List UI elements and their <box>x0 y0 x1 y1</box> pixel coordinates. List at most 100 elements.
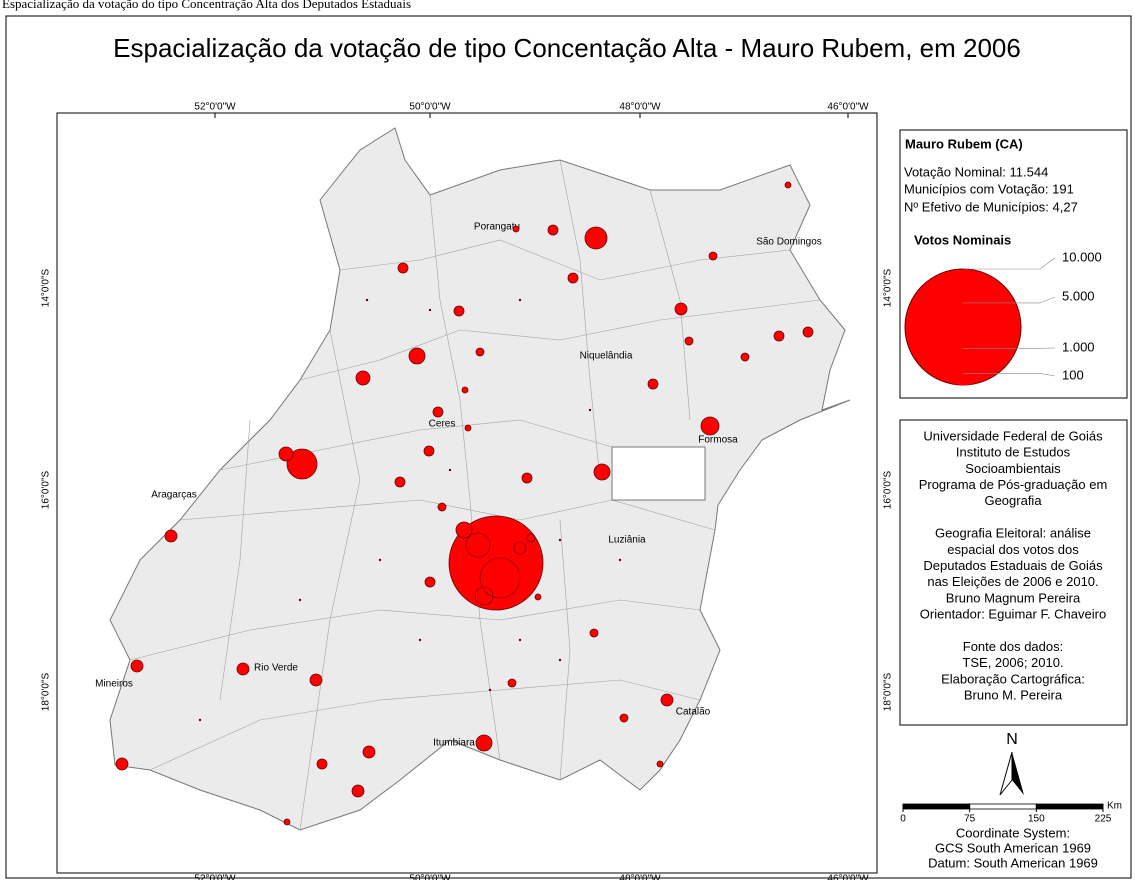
city-label: Niquelândia <box>580 351 633 362</box>
latitude-label: 16°0'0"S <box>41 470 52 509</box>
city-label: São Domingos <box>756 237 822 248</box>
scale-label: 150 <box>1028 814 1045 825</box>
credits-line: Fonte dos dados: <box>963 639 1063 654</box>
scale-segment <box>1036 804 1103 809</box>
vote-circle <box>462 387 468 393</box>
vote-circle <box>116 758 128 770</box>
legend-size-label: 5.000 <box>1062 288 1095 303</box>
longitude-label: 46°0'0"W <box>827 102 869 113</box>
legend-size-label: 10.000 <box>1062 249 1102 264</box>
vote-circle <box>508 679 516 687</box>
vote-circle <box>620 714 628 722</box>
scale-unit: Km <box>1107 801 1122 812</box>
vote-circle <box>279 447 293 461</box>
scale-segment <box>903 804 970 809</box>
vote-circle <box>522 473 532 483</box>
scale-label: 75 <box>964 814 976 825</box>
city-label: Formosa <box>698 435 738 446</box>
vote-circle <box>527 534 535 542</box>
latitude-label: 14°0'0"S <box>883 268 894 307</box>
vote-circle <box>648 379 658 389</box>
vote-circle <box>585 227 607 249</box>
legend-stat: Votação Nominal: 11.544 <box>904 164 1048 179</box>
credits-line: Universidade Federal de Goiás <box>923 428 1103 443</box>
legend-size-title: Votos Nominais <box>914 232 1011 247</box>
vote-dot <box>559 659 561 661</box>
north-arrow <box>1012 752 1024 795</box>
vote-circle <box>590 629 598 637</box>
vote-circle <box>535 594 541 600</box>
vote-dot <box>619 559 621 561</box>
latitude-label: 14°0'0"S <box>41 268 52 307</box>
credits-line: TSE, 2006; 2010. <box>962 655 1063 670</box>
vote-dot <box>419 639 421 641</box>
legend-stat: Nº Efetivo de Municípios: 4,27 <box>904 199 1078 214</box>
vote-dot <box>366 299 368 301</box>
vote-dot <box>589 409 591 411</box>
longitude-label: 46°0'0"W <box>827 874 869 880</box>
vote-circle <box>284 819 290 825</box>
reference: Coordinate System:GCS South American 196… <box>928 825 1098 870</box>
city-label: Itumbiara <box>433 738 475 749</box>
city-label: Rio Verde <box>254 663 298 674</box>
scale-label: 0 <box>900 814 906 825</box>
vote-circle <box>237 663 249 675</box>
vote-circle <box>594 464 610 480</box>
vote-circle <box>317 759 327 769</box>
reference-line: Datum: South American 1969 <box>928 855 1098 870</box>
vote-dot <box>519 639 521 641</box>
latitude-label: 18°0'0"S <box>883 672 894 711</box>
vote-circle <box>352 785 364 797</box>
vote-circle <box>424 446 434 456</box>
credits-line: Elaboração Cartográfica: <box>941 671 1085 686</box>
vote-dot <box>559 539 561 541</box>
longitude-label: 50°0'0"W <box>409 874 451 880</box>
map-title: Espacialização da votação de tipo Concen… <box>113 33 1021 63</box>
scale-segment <box>970 804 1037 809</box>
credits-line: Programa de Pós-graduação em <box>919 477 1108 492</box>
north-label: N <box>1006 731 1018 748</box>
legend-stat: Municípios com Votação: 191 <box>904 181 1074 196</box>
vote-circle <box>701 417 719 435</box>
vote-dot <box>519 299 521 301</box>
city-label: Ceres <box>429 419 456 430</box>
scale-label: 225 <box>1095 814 1112 825</box>
city-label: Catalão <box>676 707 711 718</box>
legend-size-label: 100 <box>1062 367 1084 382</box>
credits-line: espacial dos votos dos <box>947 542 1079 557</box>
vote-circle <box>548 225 558 235</box>
credits-line: Geografia <box>984 493 1042 508</box>
legend-circle <box>957 373 969 385</box>
vote-circle <box>476 348 484 356</box>
credits-line: Deputados Estaduais de Goiás <box>923 558 1103 573</box>
vote-circle <box>709 252 717 260</box>
longitude-label: 52°0'0"W <box>194 102 236 113</box>
reference-line: GCS South American 1969 <box>935 840 1091 855</box>
vote-circle <box>131 660 143 672</box>
vote-circle <box>363 746 375 758</box>
vote-circle <box>433 407 443 417</box>
vote-circle <box>456 522 472 538</box>
longitude-label: 52°0'0"W <box>194 874 236 880</box>
credits-line: Socioambientais <box>965 461 1061 476</box>
vote-dot <box>199 719 201 721</box>
vote-circle <box>425 577 435 587</box>
vote-circle <box>310 674 322 686</box>
vote-circle <box>438 503 446 511</box>
credits-line: Bruno Magnum Pereira <box>946 590 1081 605</box>
legend-size-label: 1.000 <box>1062 339 1095 354</box>
vote-circle <box>657 761 663 767</box>
vote-circle <box>785 182 791 188</box>
vote-circle <box>661 694 673 706</box>
credits-line: Geografia Eleitoral: análise <box>935 526 1091 541</box>
vote-dot <box>429 309 431 311</box>
city-label: Luziânia <box>608 535 646 546</box>
vote-circle <box>675 303 687 315</box>
vote-circle <box>741 353 749 361</box>
city-label: Aragarças <box>151 490 197 501</box>
scale-bar: 0 75 150 225 Km <box>900 801 1122 825</box>
vote-circle <box>568 273 578 283</box>
vote-dot <box>449 469 451 471</box>
caption: Espacialização da votação do tipo Concen… <box>2 0 411 11</box>
